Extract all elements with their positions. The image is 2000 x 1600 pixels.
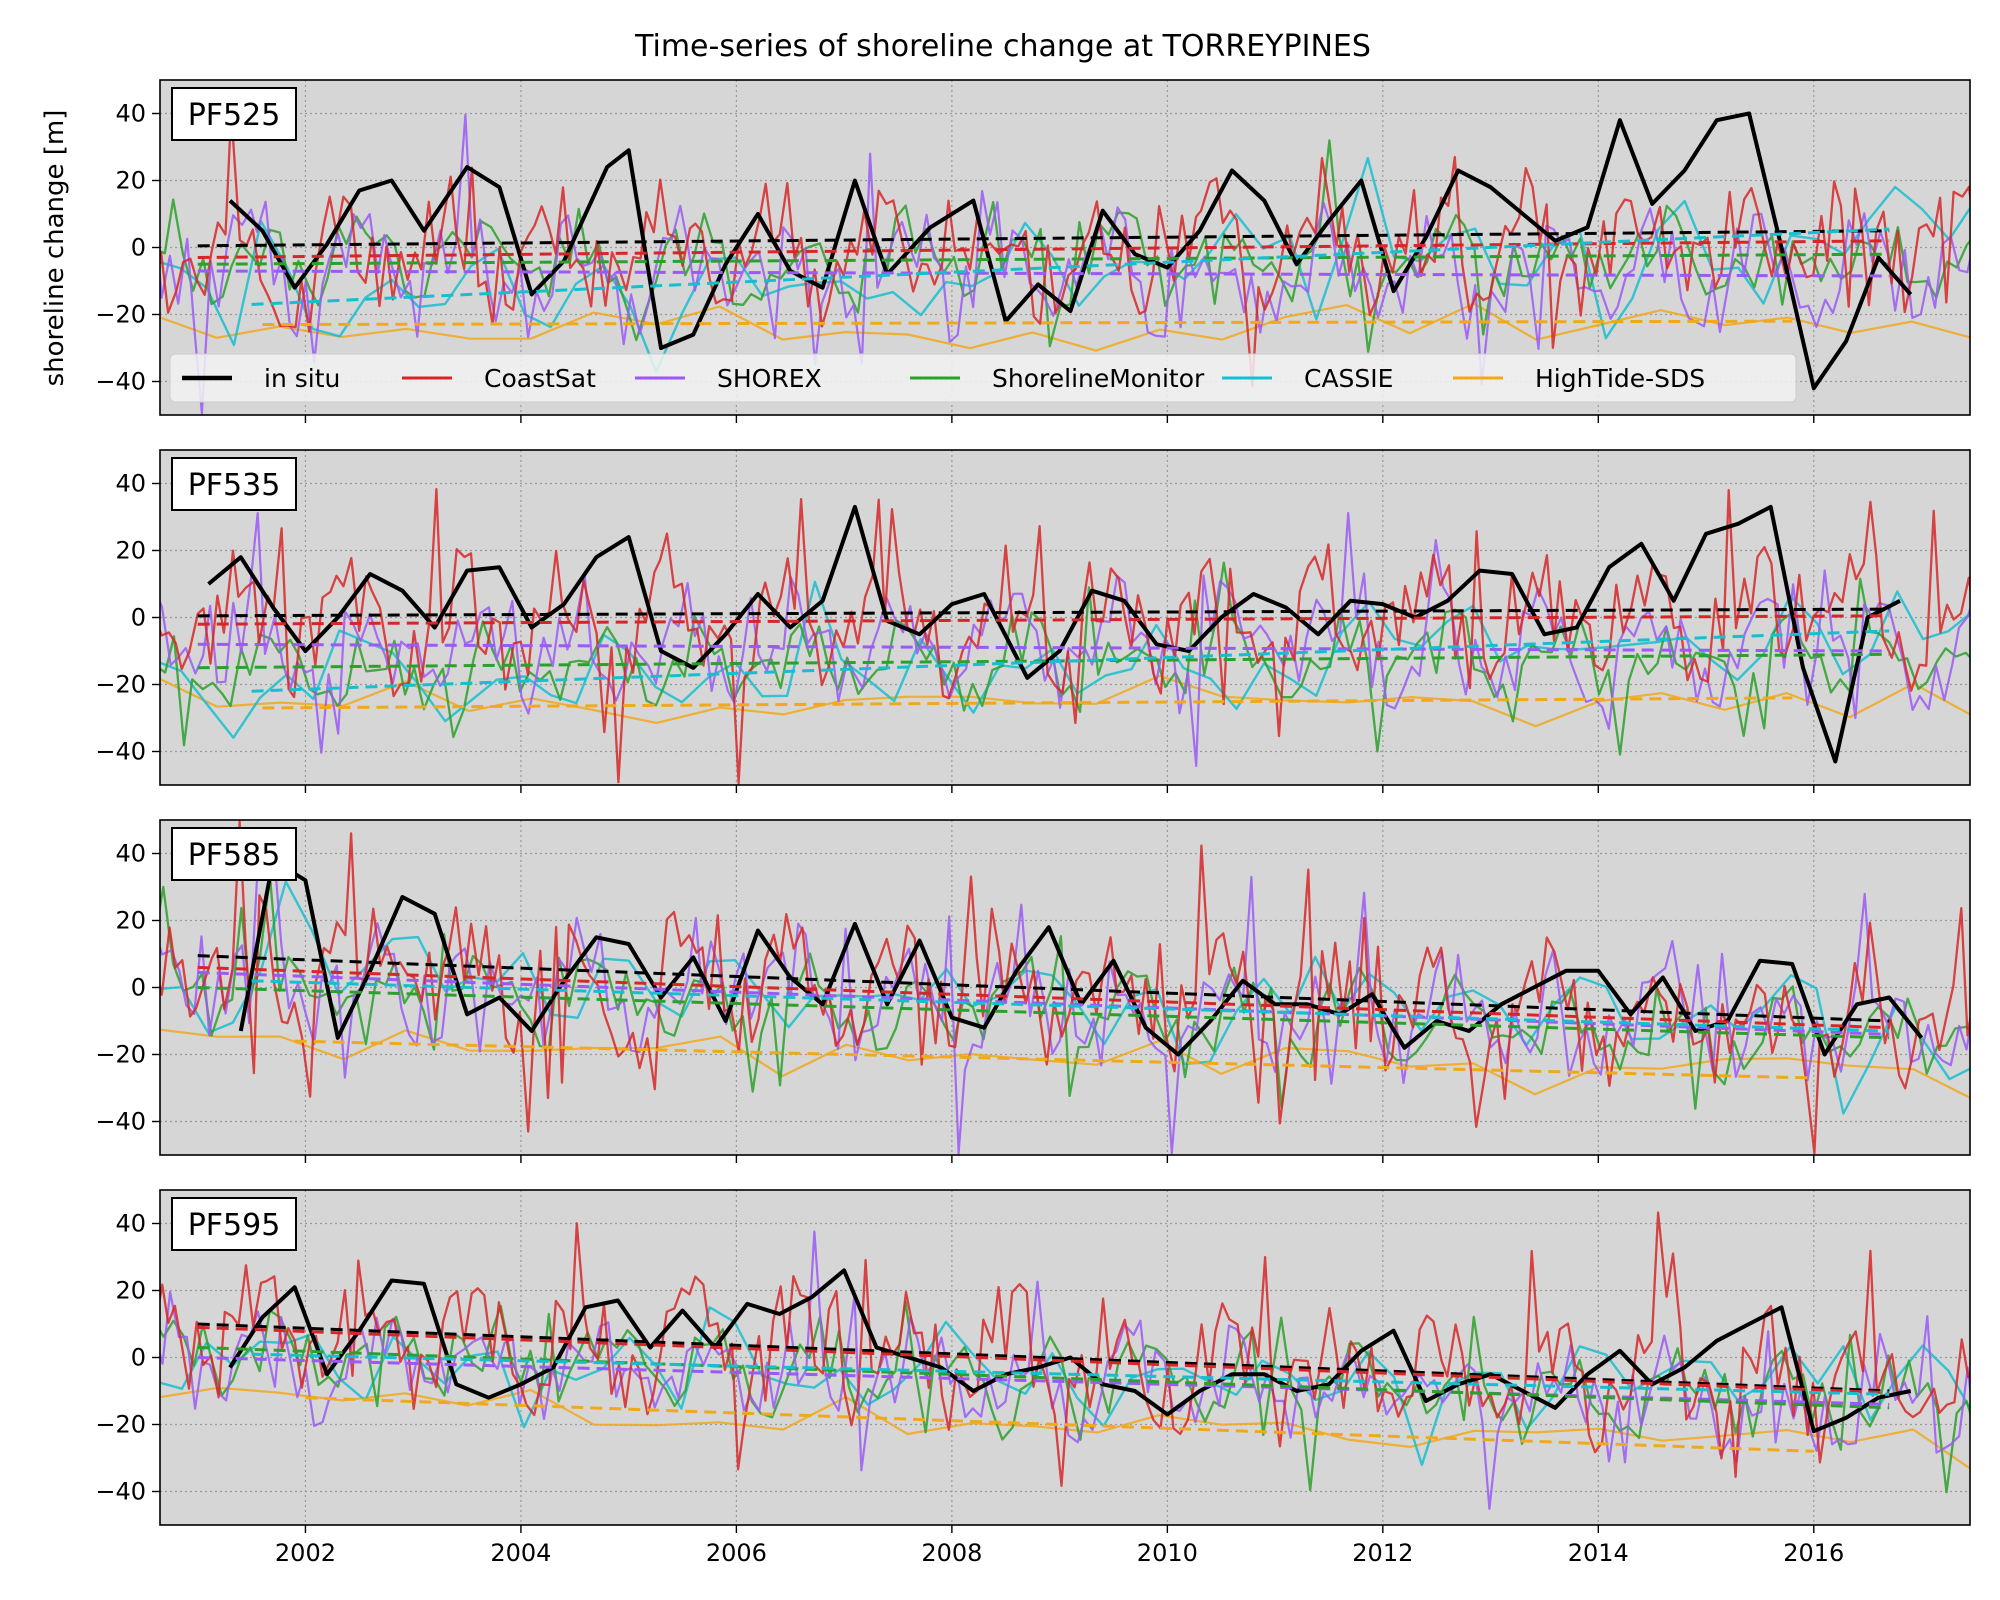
series-line-cassie (160, 157, 1970, 374)
y-tick-label: −20 (95, 1411, 146, 1439)
panel-PF535: −40 −20 0 20 40 PF535 (95, 449, 1971, 793)
series-group (160, 110, 1970, 415)
panel-label: PF595 (188, 1208, 281, 1243)
trend-line-hightide-sds (305, 1396, 1814, 1453)
legend-label: SHOREX (717, 364, 822, 393)
panel-PF595: −40 −20 0 20 40 2002 2004 2006 2008 2010 2012 2014 2… (95, 1189, 1971, 1567)
y-axis-label: shoreline change [m] (40, 110, 70, 387)
trend-line-coastsat (197, 1325, 1890, 1395)
series-line-in-situ (228, 1268, 1912, 1434)
trend-line-shorex (197, 269, 1890, 278)
y-tick-label: −40 (95, 1108, 146, 1136)
trend-line-hightide-sds (262, 319, 1793, 327)
trend-line-hightide-sds (294, 1039, 1814, 1080)
trend-line-shorelinemonitor (197, 986, 1890, 1040)
legend-label: HighTide-SDS (1535, 364, 1705, 393)
series-line-coastsat (160, 820, 1970, 1155)
trend-line-in-situ (197, 607, 1890, 618)
y-tick-label: −20 (95, 1041, 146, 1069)
y-tick-label: 0 (131, 604, 146, 632)
series-group (160, 1211, 1970, 1510)
panel-label: PF535 (188, 468, 281, 503)
panel-label-box (171, 457, 297, 511)
panel-PF585: −40 −20 0 20 40 PF585 (95, 819, 1971, 1163)
panel-label-box (171, 87, 297, 141)
legend-label: CASSIE (1304, 364, 1393, 393)
trend-line-hightide-sds (262, 696, 1793, 710)
trend-line-coastsat (197, 239, 1890, 260)
legend-label: CoastSat (484, 364, 596, 393)
x-tick-label: 2016 (1783, 1539, 1844, 1567)
series-group (160, 488, 1970, 785)
trend-line-shorex (197, 970, 1890, 1036)
legend-label: in situ (264, 364, 340, 393)
x-tick-label: 2004 (490, 1539, 551, 1567)
y-tick-label: −40 (95, 1478, 146, 1506)
legend-label: ShorelineMonitor (992, 364, 1205, 393)
y-tick-label: −40 (95, 368, 146, 396)
trend-line-shorelinemonitor (197, 252, 1890, 266)
panel-PF525: −40 −20 0 20 40 PF525 in situ CoastSat SHOREX Sho… (95, 79, 1971, 423)
x-tick-label: 2008 (921, 1539, 982, 1567)
y-tick-label: 0 (131, 234, 146, 262)
trend-line-cassie (251, 979, 1890, 1033)
y-tick-label: 40 (115, 840, 146, 868)
panel-label: PF585 (188, 838, 281, 873)
legend-box (169, 353, 1797, 403)
series-line-coastsat (160, 488, 1970, 785)
x-tick-label: 2006 (706, 1539, 767, 1567)
panel-label-box (171, 1197, 297, 1251)
panels: −40 −20 0 20 40 PF525 in situ CoastSat SHOREX Sho… (95, 79, 1971, 1567)
trend-line-cassie (251, 227, 1890, 306)
series-line-shorex (160, 840, 1970, 1155)
series-line-shorex (160, 113, 1970, 415)
trend-line-coastsat (197, 614, 1890, 626)
y-tick-label: 0 (131, 974, 146, 1002)
series-line-hightide-sds (160, 302, 1970, 352)
x-tick-label: 2010 (1137, 1539, 1198, 1567)
trend-line-shorex (197, 642, 1890, 653)
series-line-coastsat (160, 110, 1970, 388)
trend-line-in-situ (197, 954, 1890, 1023)
y-tick-label: 40 (115, 470, 146, 498)
x-tick-label: 2012 (1352, 1539, 1413, 1567)
trend-line-in-situ (197, 229, 1890, 248)
series-line-shorex (160, 1230, 1970, 1510)
y-tick-label: 0 (131, 1344, 146, 1372)
trend-line-shorelinemonitor (197, 1345, 1890, 1410)
y-tick-label: 20 (115, 167, 146, 195)
x-tick-label: 2002 (275, 1539, 336, 1567)
trend-line-shorelinemonitor (197, 652, 1890, 670)
y-tick-label: 20 (115, 537, 146, 565)
y-tick-label: −40 (95, 738, 146, 766)
series-line-shorelinemonitor (160, 561, 1970, 756)
trend-line-coastsat (197, 965, 1890, 1030)
series-line-coastsat (160, 1211, 1970, 1487)
y-tick-label: −20 (95, 671, 146, 699)
legend: in situ CoastSat SHOREX ShorelineMonitor CAS… (169, 353, 1797, 403)
y-tick-label: 20 (115, 1277, 146, 1305)
y-tick-label: 40 (115, 100, 146, 128)
series-line-in-situ (228, 111, 1913, 391)
y-tick-label: 40 (115, 1210, 146, 1238)
panel-label-box (171, 827, 297, 881)
panel-label: PF525 (188, 98, 281, 133)
y-tick-label: −20 (95, 301, 146, 329)
x-tick-label: 2014 (1568, 1539, 1629, 1567)
trend-line-cassie (251, 629, 1890, 693)
series-line-hightide-sds (160, 1028, 1970, 1100)
y-tick-label: 20 (115, 907, 146, 935)
trend-line-cassie (251, 1352, 1890, 1396)
series-group (160, 820, 1970, 1155)
series-line-in-situ (207, 504, 1901, 764)
trend-line-in-situ (197, 1322, 1890, 1393)
chart-title: Time-series of shoreline change at TORRE… (634, 29, 1371, 64)
